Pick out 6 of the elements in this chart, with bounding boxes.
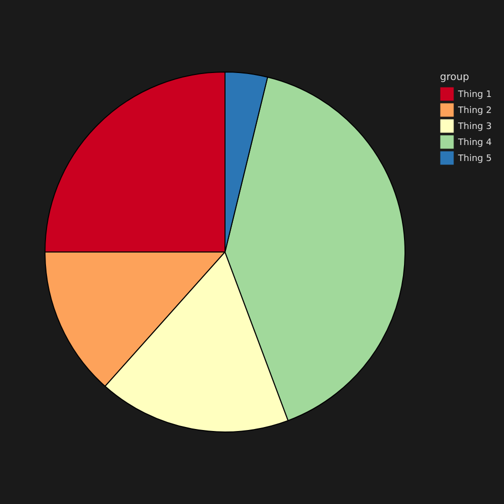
legend-label: Thing 4 — [457, 138, 492, 148]
legend-title: group — [440, 72, 470, 83]
legend-label: Thing 1 — [457, 90, 492, 100]
legend-label: Thing 3 — [457, 122, 492, 132]
legend-label: Thing 5 — [457, 154, 492, 164]
legend-label: Thing 2 — [457, 106, 492, 116]
